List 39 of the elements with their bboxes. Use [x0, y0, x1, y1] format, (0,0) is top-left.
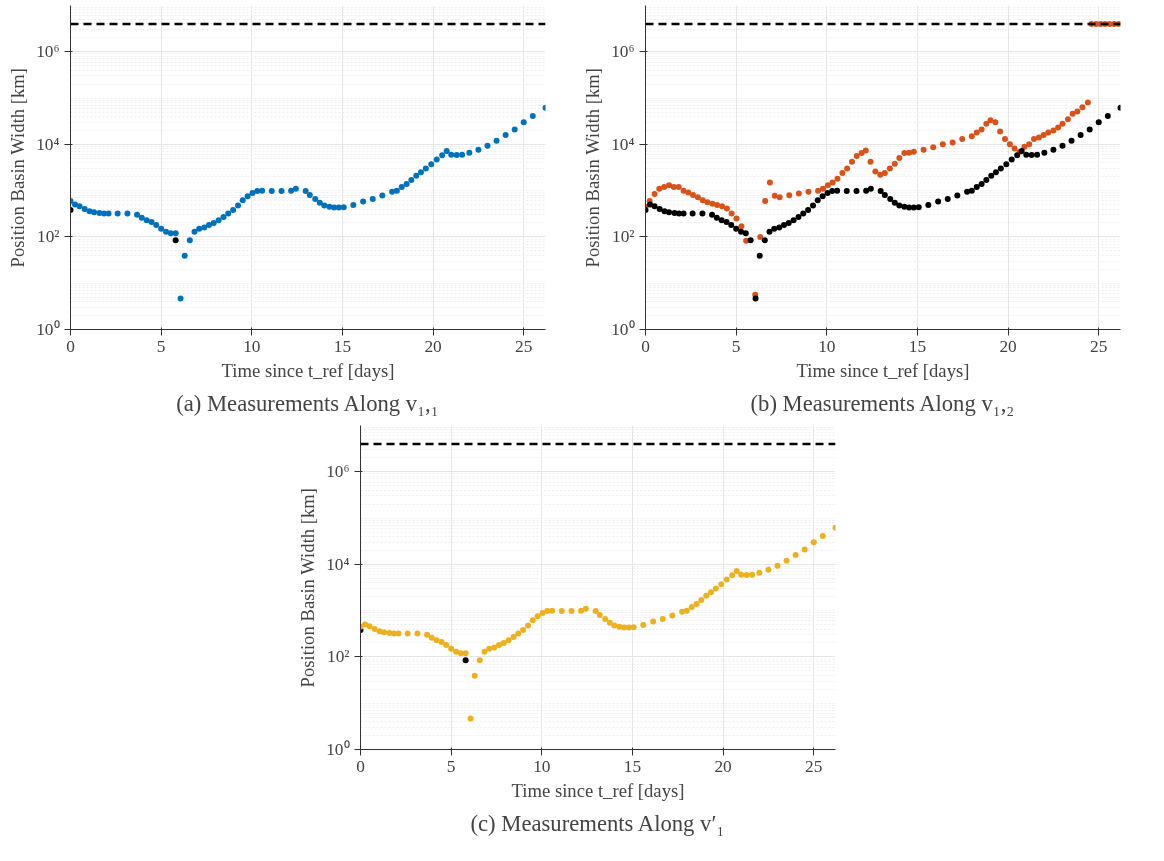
y-tick-label: 10⁴ [611, 134, 635, 154]
x-tick-label: 25 [805, 756, 823, 776]
x-tick-label: 5 [156, 336, 166, 356]
text: (c) Measurements Along v′₁ [470, 810, 725, 836]
x-tick-label: 0 [66, 336, 75, 356]
y-tick-label: 10² [611, 227, 635, 247]
x-tick-label: 20 [714, 756, 732, 776]
x-axis-title: Time since t_ref [days] [796, 359, 970, 381]
text: (b) Measurements Along v₁,₂ [750, 390, 1015, 416]
y-tick-label: 10⁰ [36, 320, 60, 339]
y-tick-label: 10² [36, 227, 60, 247]
text: (a) Measurements Along v₁,₁ [176, 390, 439, 416]
x-tick-label: 10 [243, 336, 261, 356]
x-tick-label: 15 [623, 756, 642, 776]
y-tick-label: 10⁴ [326, 554, 350, 574]
y-axis-title: Position Basin Width [km] [297, 487, 319, 688]
y-axis-title: Position Basin Width [km] [582, 67, 604, 268]
x-tick-label: 25 [515, 336, 533, 356]
x-tick-label: 25 [1090, 336, 1108, 356]
x-tick-label: 15 [333, 336, 352, 356]
y-tick-label: 10⁰ [326, 740, 350, 759]
y-axis-title: Position Basin Width [km] [7, 67, 29, 268]
y-tick-label: 10⁶ [36, 42, 60, 62]
y-tick-label: 10⁰ [611, 320, 635, 339]
y-tick-label: 10⁶ [326, 462, 350, 482]
x-tick-label: 10 [818, 336, 836, 356]
x-tick-label: 15 [908, 336, 927, 356]
x-tick-label: 20 [424, 336, 442, 356]
x-tick-label: 20 [999, 336, 1017, 356]
x-tick-label: 10 [533, 756, 551, 776]
y-tick-label: 10⁴ [36, 134, 60, 154]
x-tick-label: 0 [641, 336, 650, 356]
x-axis-title: Time since t_ref [days] [511, 779, 685, 801]
y-tick-label: 10⁶ [611, 42, 635, 62]
x-tick-label: 5 [446, 756, 456, 776]
x-axis-title: Time since t_ref [days] [221, 359, 395, 381]
y-tick-label: 10² [326, 647, 350, 667]
x-tick-label: 5 [731, 336, 741, 356]
x-tick-label: 0 [356, 756, 365, 776]
